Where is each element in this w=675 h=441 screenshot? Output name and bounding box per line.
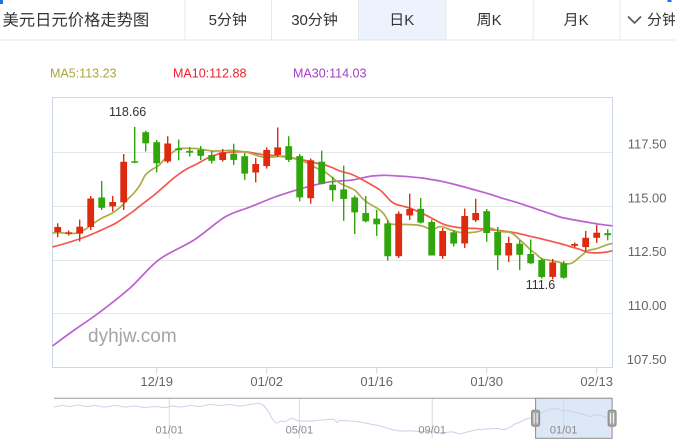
svg-text:09/01: 09/01: [418, 425, 446, 437]
svg-text:05/01: 05/01: [286, 425, 314, 437]
svg-text:117.50: 117.50: [628, 137, 667, 152]
svg-text:dyhjw.com: dyhjw.com: [88, 326, 177, 347]
svg-text:MA30:114.03: MA30:114.03: [293, 67, 366, 81]
svg-text:118.66: 118.66: [109, 105, 146, 119]
svg-text:01/16: 01/16: [360, 374, 393, 389]
svg-text:K: K: [404, 12, 414, 29]
svg-text:MA5:113.23: MA5:113.23: [50, 67, 117, 81]
svg-text:01/02: 01/02: [250, 374, 283, 389]
svg-text:01/30: 01/30: [470, 374, 503, 389]
svg-text:112.50: 112.50: [628, 244, 667, 259]
svg-text:01/01: 01/01: [156, 425, 184, 437]
svg-text:02/13: 02/13: [580, 374, 613, 389]
svg-text:107.50: 107.50: [627, 352, 667, 367]
svg-text:K: K: [579, 12, 589, 29]
svg-text:01/01: 01/01: [550, 425, 578, 437]
svg-text:111.6: 111.6: [526, 278, 555, 292]
svg-text:110.00: 110.00: [628, 298, 667, 313]
svg-text:5: 5: [209, 12, 217, 29]
svg-text:K: K: [492, 12, 502, 29]
svg-text:115.00: 115.00: [628, 190, 667, 205]
svg-text:12/19: 12/19: [140, 374, 173, 389]
svg-text:MA10:112.88: MA10:112.88: [173, 67, 246, 81]
svg-text:30: 30: [291, 12, 308, 29]
